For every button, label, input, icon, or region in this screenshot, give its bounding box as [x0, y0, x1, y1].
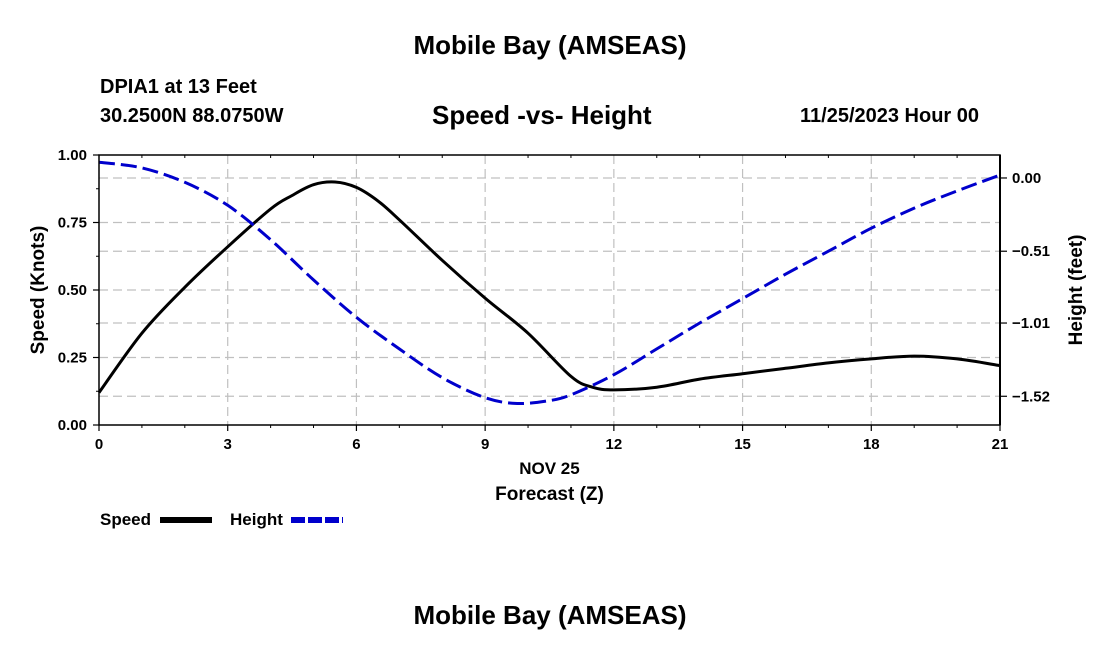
main-title: Mobile Bay (AMSEAS)	[413, 30, 687, 60]
right-tick-label: −1.52	[1012, 388, 1050, 405]
right-axis-title: Height (feet)	[1066, 235, 1087, 346]
chart-canvas: 0 3 6 9 12 15 18 21 0.00 0.25 0.50 0.75 1.00 0.00 −0.5…	[28, 147, 1087, 529]
right-tick-label: 0.00	[1012, 170, 1041, 187]
footer-title: Mobile Bay (AMSEAS)	[413, 600, 687, 630]
x-tick-label: 3	[224, 436, 232, 453]
chart-title: Speed -vs- Height	[432, 100, 652, 130]
legend-speed-label: Speed	[100, 510, 151, 529]
series-layer	[97, 160, 1001, 406]
date-label: NOV 25	[519, 459, 579, 478]
x-tick-label: 9	[481, 436, 489, 453]
left-tick-label: 1.00	[58, 147, 87, 164]
series-height-line	[98, 160, 1001, 406]
x-axis-title: Forecast (Z)	[495, 484, 604, 505]
legend: Speed Height	[100, 510, 343, 529]
x-tick-label: 0	[95, 436, 103, 453]
series-speed-line	[97, 180, 1001, 394]
left-tick-label: 0.00	[58, 417, 87, 434]
x-tick-label: 21	[992, 436, 1009, 453]
station-name: DPIA1 at 13 Feet	[100, 76, 257, 98]
left-tick-label: 0.25	[58, 350, 87, 367]
left-tick-label: 0.75	[58, 215, 87, 232]
left-tick-label: 0.50	[58, 282, 87, 299]
grid-lines	[99, 155, 1000, 425]
legend-height-label: Height	[230, 510, 283, 529]
right-tick-label: −0.51	[1012, 243, 1050, 260]
axis-ticks	[93, 154, 1007, 431]
right-tick-label: −1.01	[1012, 315, 1050, 332]
x-tick-label: 15	[734, 436, 751, 453]
x-tick-label: 18	[863, 436, 880, 453]
forecast-datetime: 11/25/2023 Hour 00	[800, 105, 980, 127]
left-axis-title: Speed (Knots)	[28, 226, 49, 355]
tick-labels: 0 3 6 9 12 15 18 21 0.00 0.25 0.50 0.75 1.00 0.00 −0.5…	[58, 147, 1050, 453]
station-coordinates: 30.2500N 88.0750W	[100, 105, 284, 127]
x-tick-label: 6	[352, 436, 360, 453]
x-tick-label: 12	[606, 436, 623, 453]
